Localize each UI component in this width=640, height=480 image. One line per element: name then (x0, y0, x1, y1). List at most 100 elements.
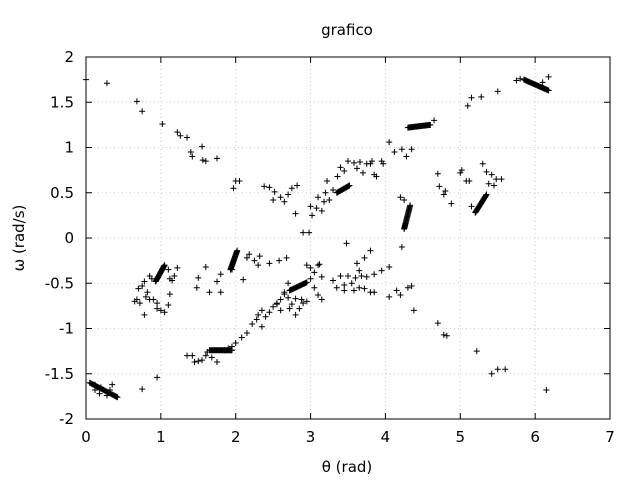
data-point (303, 298, 310, 305)
cluster-point (234, 247, 241, 254)
data-point (386, 139, 393, 146)
data-point (281, 289, 288, 296)
data-point (202, 263, 209, 270)
data-point (298, 296, 305, 303)
y-axis-ticks: -2 -1.5 -1 -0.5 0 0.5 1 1.5 2 (45, 48, 610, 428)
data-point (307, 264, 314, 271)
data-point (311, 269, 318, 276)
data-point (333, 284, 340, 291)
data-point (166, 291, 173, 298)
x-tick-label: 4 (381, 428, 391, 446)
cluster-point (346, 182, 353, 189)
data-point (408, 282, 415, 289)
data-point (266, 260, 273, 267)
data-point (193, 284, 200, 291)
data-point (253, 316, 260, 323)
data-point (243, 330, 250, 337)
data-point (315, 292, 322, 299)
data-point (488, 171, 495, 178)
data-point (251, 257, 258, 264)
data-point (199, 157, 206, 164)
data-point (157, 307, 164, 314)
cluster-point (303, 279, 310, 286)
data-point (184, 352, 191, 359)
data-point (448, 200, 455, 207)
x-tick-label: 6 (530, 428, 540, 446)
data-point (316, 261, 323, 268)
data-point (397, 292, 404, 299)
data-point (91, 381, 98, 388)
data-point (478, 93, 485, 100)
data-point (184, 134, 191, 141)
data-point (285, 191, 292, 198)
data-point (246, 251, 253, 258)
data-point (378, 158, 385, 165)
data-point (356, 267, 363, 274)
data-point (195, 274, 202, 281)
data-point (165, 266, 172, 273)
data-point (189, 153, 196, 160)
data-point (326, 196, 333, 203)
data-point (277, 307, 284, 314)
data-point (159, 120, 166, 127)
data-point (368, 158, 375, 165)
data-point (141, 311, 148, 318)
data-point (490, 182, 497, 189)
data-point (315, 262, 322, 269)
data-point (214, 278, 220, 285)
data-point (367, 160, 374, 167)
data-point (404, 284, 411, 291)
x-axis-label: θ (rad) (322, 458, 373, 476)
data-point (189, 352, 196, 359)
data-point (345, 273, 351, 280)
x-tick-label: 3 (306, 428, 316, 446)
data-point (283, 254, 290, 261)
data-point (334, 173, 341, 180)
data-point (442, 187, 449, 194)
data-point (494, 88, 501, 95)
data-point (303, 262, 310, 269)
y-tick-label: -1.5 (45, 365, 74, 383)
data-point (258, 323, 265, 330)
data-point (348, 280, 355, 287)
data-point (286, 305, 293, 312)
data-point (358, 273, 365, 280)
data-point (217, 271, 224, 278)
data-point (345, 158, 351, 165)
data-point (300, 229, 307, 236)
data-point (401, 196, 408, 203)
data-point (141, 278, 148, 285)
data-point (270, 196, 277, 203)
data-point (434, 320, 441, 327)
data-point (307, 275, 314, 282)
data-point (386, 293, 393, 300)
cluster-point (114, 394, 121, 401)
data-point (337, 164, 344, 171)
data-point (236, 177, 243, 184)
data-point (330, 187, 337, 194)
data-point (208, 354, 215, 361)
data-point (391, 149, 398, 156)
data-point (199, 143, 206, 150)
data-point (341, 282, 348, 289)
data-point (410, 307, 417, 314)
data-point (363, 273, 370, 280)
data-point (285, 280, 292, 287)
data-point (131, 298, 138, 305)
data-point (343, 240, 350, 247)
data-point (315, 194, 322, 201)
data-point (545, 73, 552, 80)
data-point (367, 247, 374, 254)
data-point (479, 160, 486, 167)
data-point (296, 305, 303, 312)
data-point (488, 370, 495, 377)
data-point (292, 295, 299, 302)
data-point (174, 129, 181, 136)
data-point (373, 173, 380, 180)
data-point (324, 177, 331, 184)
data-point (261, 183, 268, 190)
data-point (378, 267, 385, 274)
data-point (154, 300, 161, 307)
data-point (199, 357, 206, 364)
